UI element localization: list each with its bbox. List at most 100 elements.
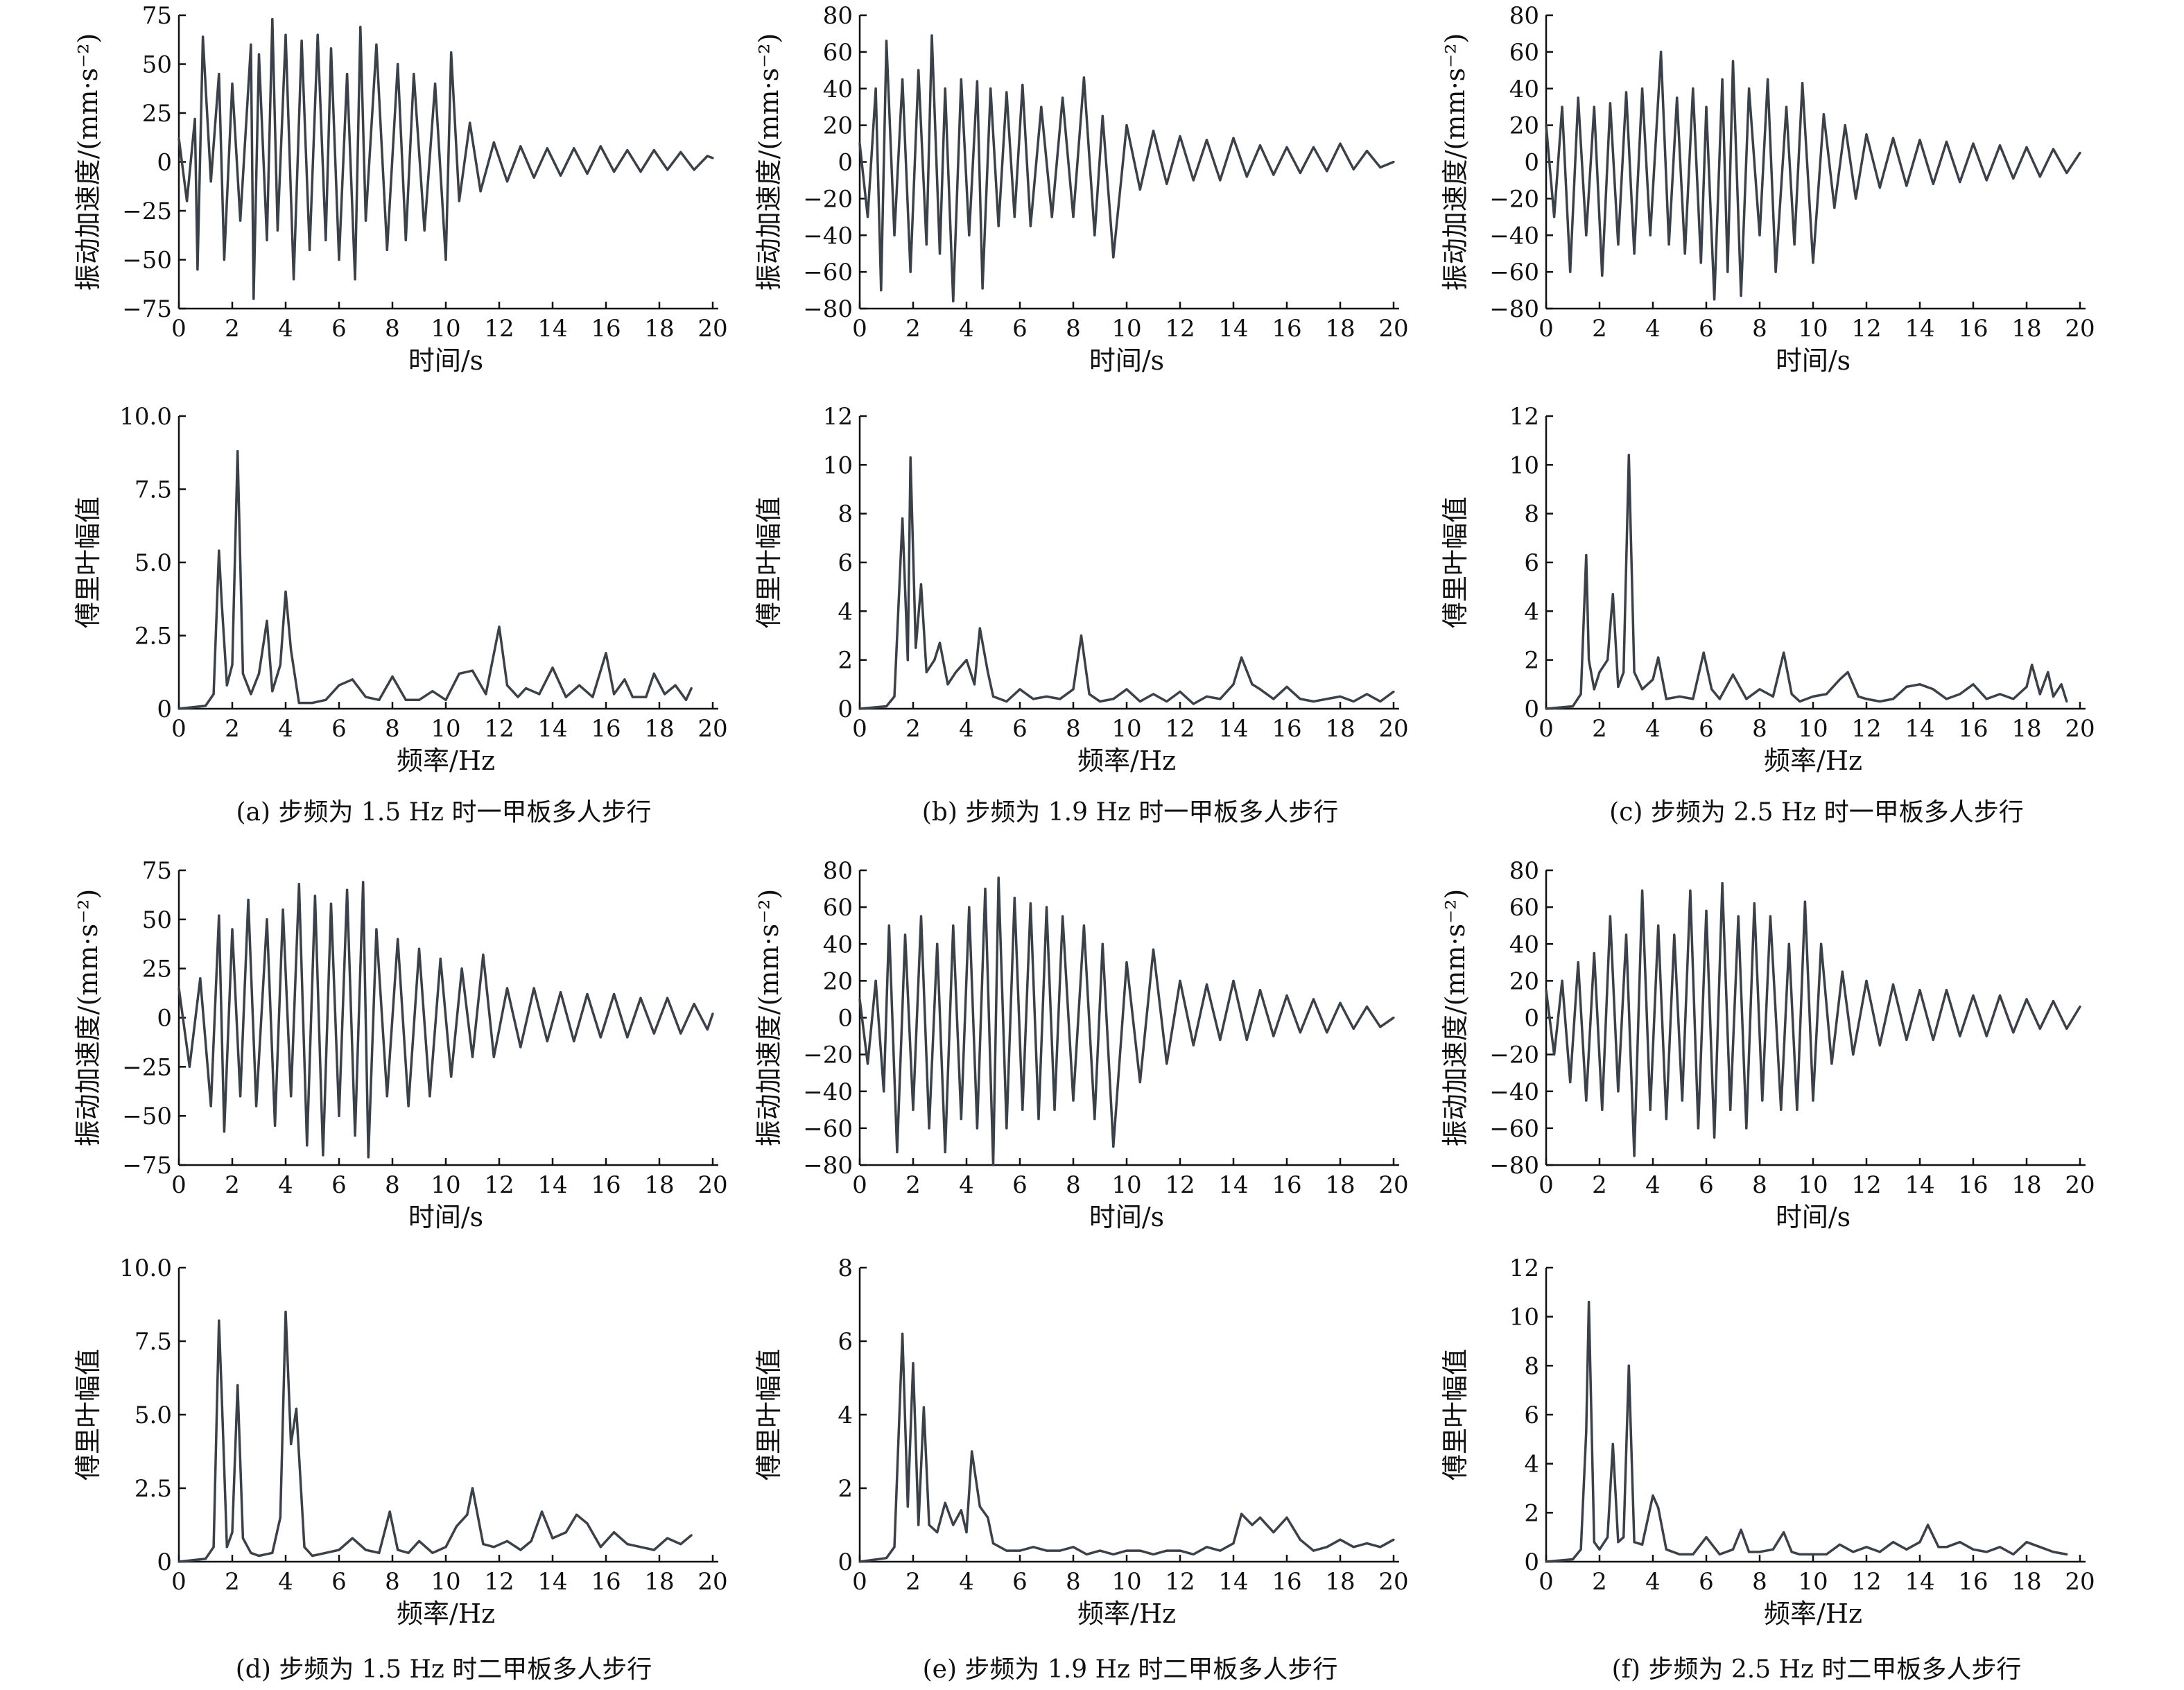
y-tick-label: 2	[1524, 1499, 1539, 1527]
data-point	[1365, 150, 1369, 153]
data-point	[1251, 683, 1254, 686]
y-axis-title: 傅里叶幅值	[754, 497, 784, 628]
caption-b: (b) 步频为 1.9 Hz 时一甲板多人步行	[921, 798, 1339, 827]
data-point	[1633, 1155, 1636, 1157]
data-point	[573, 147, 575, 150]
x-tick-label: 0	[1539, 315, 1554, 343]
data-point	[378, 1551, 381, 1554]
data-point	[338, 1549, 340, 1551]
data-point	[407, 1105, 410, 1107]
data-point	[1272, 698, 1275, 700]
data-point	[1998, 994, 2002, 997]
x-tick-label: 10	[1111, 1568, 1141, 1596]
data-point	[1112, 1145, 1115, 1148]
data-point	[1825, 693, 1828, 696]
data-point	[1561, 979, 1563, 982]
data-point	[1945, 140, 1948, 143]
data-point	[1045, 1549, 1048, 1552]
data-point	[191, 706, 193, 709]
data-point	[1812, 1553, 1814, 1555]
data-point	[711, 157, 714, 159]
data-point	[1579, 1548, 1582, 1551]
y-tick-label: −25	[122, 1053, 172, 1081]
data-point	[639, 171, 642, 173]
data-point	[991, 1542, 995, 1545]
y-tick-label: 0	[1524, 149, 1539, 177]
data-point	[684, 698, 688, 701]
data-point	[225, 684, 228, 687]
data-point	[866, 216, 869, 218]
data-point	[247, 898, 250, 902]
x-tick-label: 6	[331, 715, 347, 743]
data-point	[1748, 87, 1751, 90]
data-point	[1192, 702, 1195, 705]
data-point	[1312, 998, 1315, 1001]
data-point	[1205, 139, 1208, 141]
x-tick-label: 16	[1272, 1568, 1301, 1596]
y-tick-label: −20	[803, 185, 853, 213]
data-point	[690, 1534, 693, 1537]
data-point	[599, 1546, 602, 1549]
data-point	[1846, 671, 1849, 673]
data-point	[1285, 994, 1288, 997]
data-point	[2025, 146, 2028, 148]
data-point	[987, 1516, 989, 1519]
data-point	[880, 289, 883, 292]
data-point	[1617, 685, 1620, 689]
data-point	[1240, 1512, 1243, 1515]
data-point	[928, 1524, 930, 1526]
data-point	[346, 888, 349, 891]
data-point	[1927, 1524, 1930, 1526]
data-point	[231, 928, 234, 931]
data-point	[2012, 1553, 2015, 1555]
data-point	[1918, 1541, 1921, 1544]
data-point	[492, 1055, 495, 1058]
y-tick-label: 0	[1524, 1005, 1539, 1033]
data-point	[981, 287, 984, 290]
series-line	[1545, 1300, 2068, 1563]
x-tick-label: 16	[1958, 1171, 1988, 1199]
y-tick-label: 40	[823, 76, 853, 103]
x-tick-label: 8	[385, 715, 400, 743]
data-point	[266, 239, 268, 241]
data-point	[231, 664, 234, 666]
data-point	[1633, 671, 1636, 673]
data-point	[1101, 114, 1104, 117]
data-point	[1571, 1558, 1575, 1561]
data-point	[652, 1032, 655, 1035]
data-point	[2012, 1031, 2015, 1034]
data-point	[1641, 1543, 1644, 1546]
x-axis-title: 时间/s	[1776, 1202, 1851, 1232]
x-tick-label: 10	[1111, 715, 1141, 743]
y-axis-title: 振动加速度/(mm·s⁻²)	[754, 33, 784, 291]
x-tick-label: 0	[1539, 1171, 1554, 1199]
x-tick-label: 4	[1645, 1171, 1661, 1199]
data-point	[492, 1546, 495, 1549]
x-tick-label: 16	[1272, 1171, 1301, 1199]
y-tick-label: 60	[823, 39, 853, 67]
x-tick-label: 18	[2011, 1568, 2041, 1596]
data-point	[423, 229, 426, 232]
data-point	[479, 190, 482, 193]
y-tick-label: −60	[1489, 259, 1539, 286]
x-tick-label: 0	[171, 1171, 187, 1199]
y-tick-label: 4	[1524, 598, 1539, 626]
y-tick-label: 6	[1524, 549, 1539, 577]
data-point	[1365, 1542, 1369, 1545]
data-point	[1205, 983, 1208, 986]
data-point	[1577, 96, 1579, 99]
x-tick-label: 12	[484, 715, 514, 743]
x-tick-label: 20	[697, 715, 727, 743]
data-point	[1072, 1546, 1075, 1549]
x-axis-title: 频率/Hz	[1764, 1598, 1862, 1629]
data-point	[2012, 177, 2015, 180]
data-point	[218, 73, 220, 76]
data-point	[329, 902, 333, 905]
data-point	[444, 258, 447, 261]
x-tick-label: 18	[2011, 1171, 2041, 1199]
data-point	[1585, 234, 1588, 236]
data-point	[1713, 1136, 1716, 1139]
data-point	[912, 1362, 915, 1365]
data-point	[874, 87, 877, 90]
x-tick-label: 6	[1699, 1568, 1714, 1596]
